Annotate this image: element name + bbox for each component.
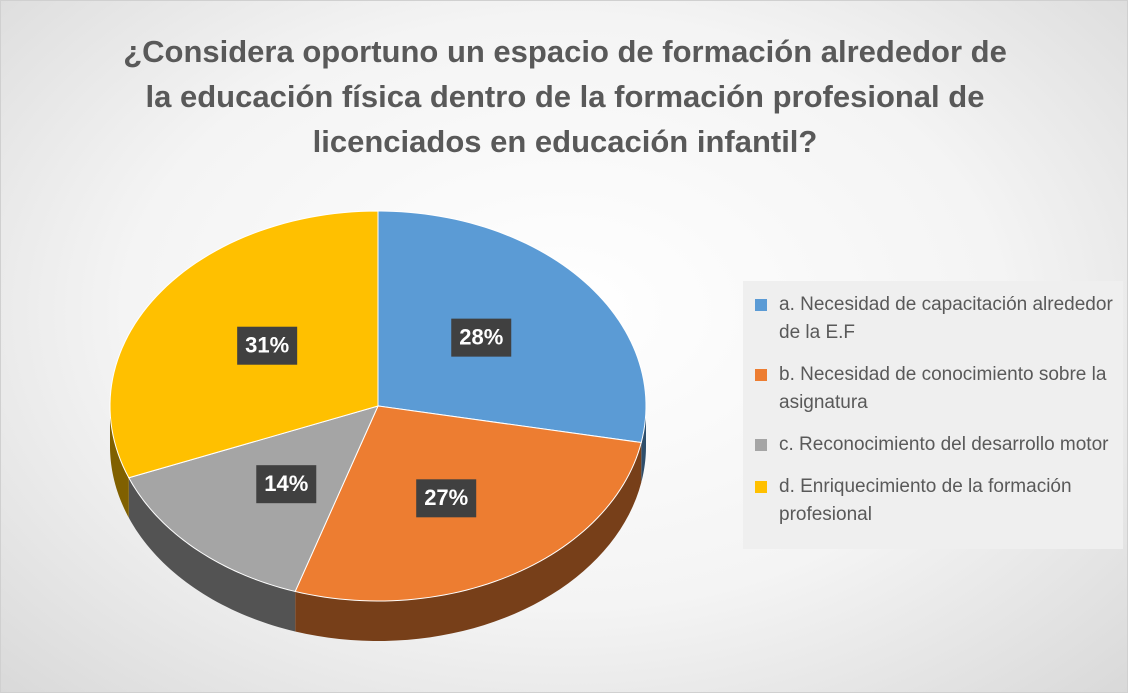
legend-item: d. Enriquecimiento de la formación profe… <box>751 473 1123 529</box>
slice-side <box>295 442 642 641</box>
data-label-box <box>256 465 317 504</box>
slice <box>377 210 647 444</box>
legend-label: c. Reconocimiento del desarrollo motor <box>779 434 1109 455</box>
legend-swatch <box>755 439 767 451</box>
slice-side <box>128 477 296 632</box>
data-label-box <box>237 326 298 365</box>
legend-swatch <box>755 481 767 493</box>
data-label-box <box>416 479 477 518</box>
legend-label: a. Necesidad de capacitación alrededor d… <box>779 294 1113 343</box>
legend-label: d. Enriquecimiento de la formación profe… <box>779 476 1072 525</box>
chart-title: ¿Considera oportuno un espacio de formac… <box>123 34 1007 159</box>
data-label: 28% <box>459 324 503 349</box>
legend-item: c. Reconocimiento del desarrollo motor <box>751 431 1123 459</box>
legend-swatch <box>755 299 767 311</box>
data-label-box <box>451 318 512 357</box>
legend-swatch <box>755 369 767 381</box>
slice <box>128 405 379 593</box>
data-label: 31% <box>245 333 289 358</box>
legend-item: a. Necesidad de capacitación alrededor d… <box>751 291 1123 347</box>
pie-area: 28% 27% 14% 31% <box>109 210 647 641</box>
legend-label: b. Necesidad de conocimiento sobre la as… <box>779 364 1107 413</box>
data-label: 14% <box>264 471 308 496</box>
data-label: 27% <box>424 485 468 510</box>
slice-side <box>110 406 129 518</box>
legend-item: b. Necesidad de conocimiento sobre la as… <box>751 361 1123 417</box>
legend: a. Necesidad de capacitación alrededor d… <box>743 281 1123 549</box>
